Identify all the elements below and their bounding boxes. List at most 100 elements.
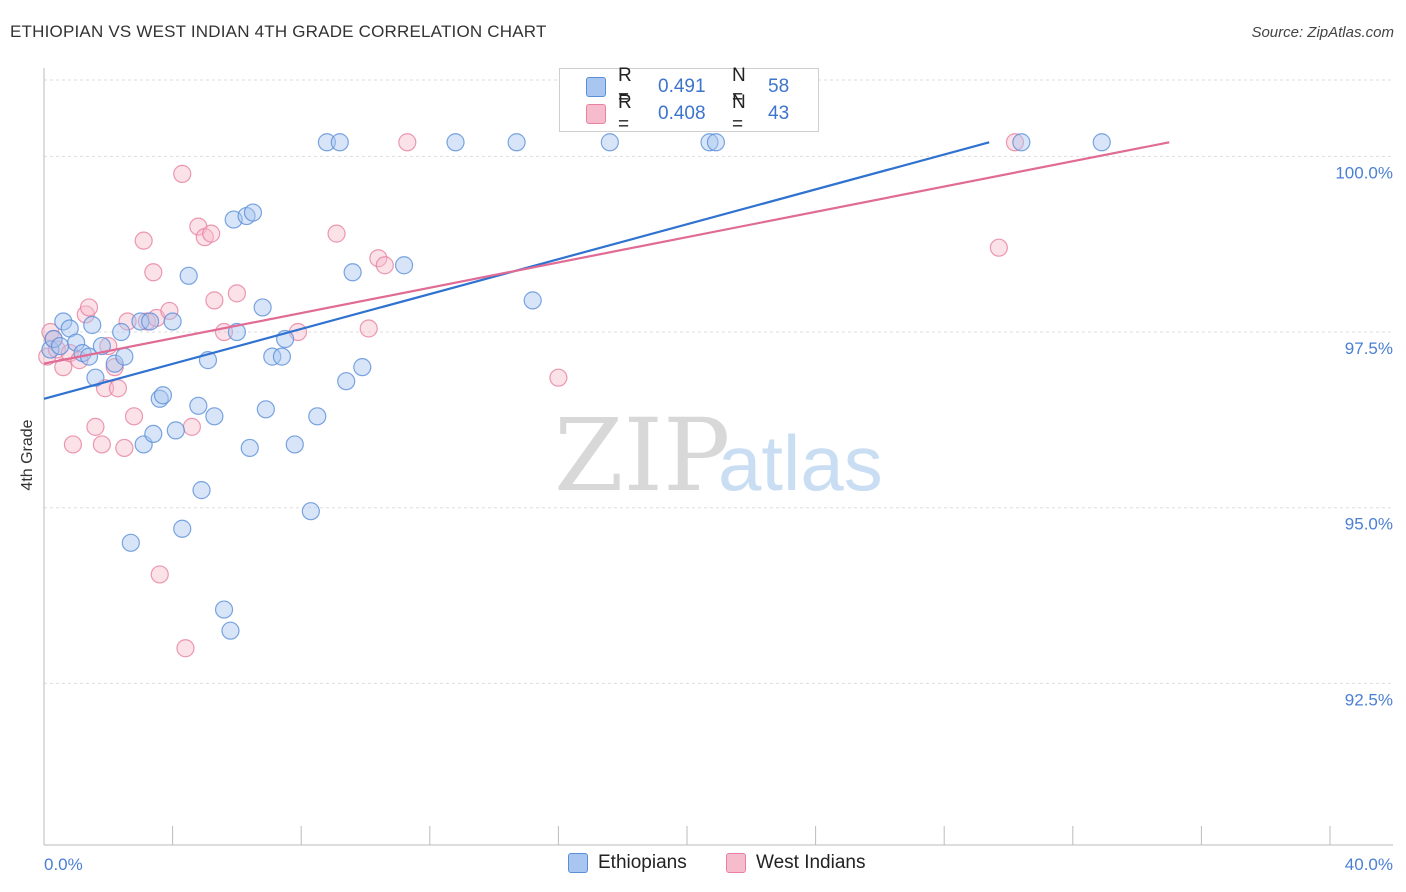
ethiopian-point [179,266,198,285]
ethiopian-point [166,421,185,440]
ethiopian-point [112,322,131,342]
legend-item-ethiopians: Ethiopians [568,852,687,874]
tick-labels: 0.0% 40.0% 92.5% 95.0% 97.5% 100.0% [44,163,1393,874]
y-tick-label: 97.5% [1345,339,1393,358]
ethiopian-point [121,533,140,552]
west-indian-point [176,639,195,658]
trend-lines [43,141,1170,400]
ethiopian-point [163,312,182,331]
ethiopian-point [131,312,150,331]
west-indian-point [202,224,221,243]
ethiopian-point [285,435,304,454]
ethiopian-point [256,400,275,419]
west-indian-point [227,284,246,303]
ethiopian-point [227,322,246,342]
ethiopian-point [86,368,105,387]
west-indian-point [549,368,568,387]
ethiopian-point [353,358,372,377]
ethiopian-point [240,438,259,458]
west-indian-trend-line [43,141,1170,365]
west-indian-point [359,319,378,338]
ethiopian-point [507,133,526,152]
legend-swatch-west-indians [586,104,606,124]
y-tick-label: 100.0% [1335,163,1393,182]
ethiopian-point [394,256,414,275]
west-indian-point [182,417,201,436]
legend-n-value: 43 [768,103,790,124]
legend-n-label: N = [732,65,746,108]
ethiopian-point [144,424,163,444]
ethiopian-point [83,315,102,335]
ethiopian-point [150,389,169,408]
west-indian-point [173,164,192,183]
ethiopian-point [41,340,60,359]
ethiopian-point [67,333,86,352]
ethiopian-point [54,312,73,331]
ethiopian-point [50,336,70,356]
west-indian-point [63,435,83,454]
west-indian-point [92,435,111,454]
data-points [38,133,1111,658]
legend-r-label: R = [618,65,632,108]
ethiopian-point [44,329,63,349]
west-indian-point [134,231,153,250]
legend-swatch-ethiopians [568,853,588,873]
correlation-legend: R = 0.491 N = 58 R = 0.408 N = 43 [559,65,819,135]
legend-label-ethiopians: Ethiopians [598,852,687,873]
legend-swatch-ethiopians [586,77,606,97]
watermark: ZIP atlas [554,397,883,514]
west-indian-point [79,298,99,317]
ethiopian-point [317,133,337,152]
ethiopian-point [330,133,349,152]
west-indian-point [398,133,417,152]
legend-r-value: 0.408 [658,103,706,124]
ethiopian-point [706,133,726,152]
watermark-zip: ZIP [554,397,730,514]
source-label: Source: ZipAtlas.com [1251,24,1394,41]
y-tick-label: 92.5% [1345,690,1393,709]
ethiopian-point [523,291,542,310]
y-tick-label: 95.0% [1345,515,1393,534]
legend-n-value: 58 [768,76,790,97]
ethiopian-point [263,347,282,366]
legend-n-label: N = [732,92,746,135]
ethiopian-point [205,407,224,426]
west-indian-point [160,301,179,321]
ethiopian-point [308,407,327,426]
west-indian-point [1005,133,1025,152]
west-indian-point [144,263,163,282]
ethiopian-point [153,386,173,405]
legend-r-label: R = [618,92,632,135]
ethiopian-point [253,298,272,317]
ethiopian-point [221,621,240,640]
ethiopian-point [301,502,320,521]
west-indian-point [989,238,1008,257]
legend-r-value: 0.491 [658,76,706,97]
legend-label-west-indians: West Indians [756,852,866,873]
axes [43,68,1393,846]
ethiopian-point [446,133,465,152]
ethiopian-point [189,396,208,415]
ethiopian-point [1012,133,1031,152]
x-tick-label: 0.0% [44,855,83,874]
west-indian-point [124,407,144,426]
west-indian-point [205,291,224,310]
west-indian-point [108,379,128,398]
ethiopian-point [272,347,292,366]
ethiopian-point [173,519,192,538]
chart-title: ETHIOPIAN VS WEST INDIAN 4TH GRADE CORRE… [10,22,547,41]
west-indian-point [375,256,394,275]
ethiopian-point [700,133,719,152]
legend-item-west-indians: West Indians [726,852,865,874]
west-indian-point [150,565,169,584]
west-indian-point [327,224,346,243]
ethiopian-point [105,354,124,373]
ethiopian-point [115,347,134,366]
ethiopian-point [343,263,362,282]
west-indian-point [369,249,388,268]
west-indian-point [118,312,137,331]
ethiopian-point [337,372,356,391]
legend-swatch-west-indians [726,853,746,873]
ethiopian-point [243,203,263,222]
